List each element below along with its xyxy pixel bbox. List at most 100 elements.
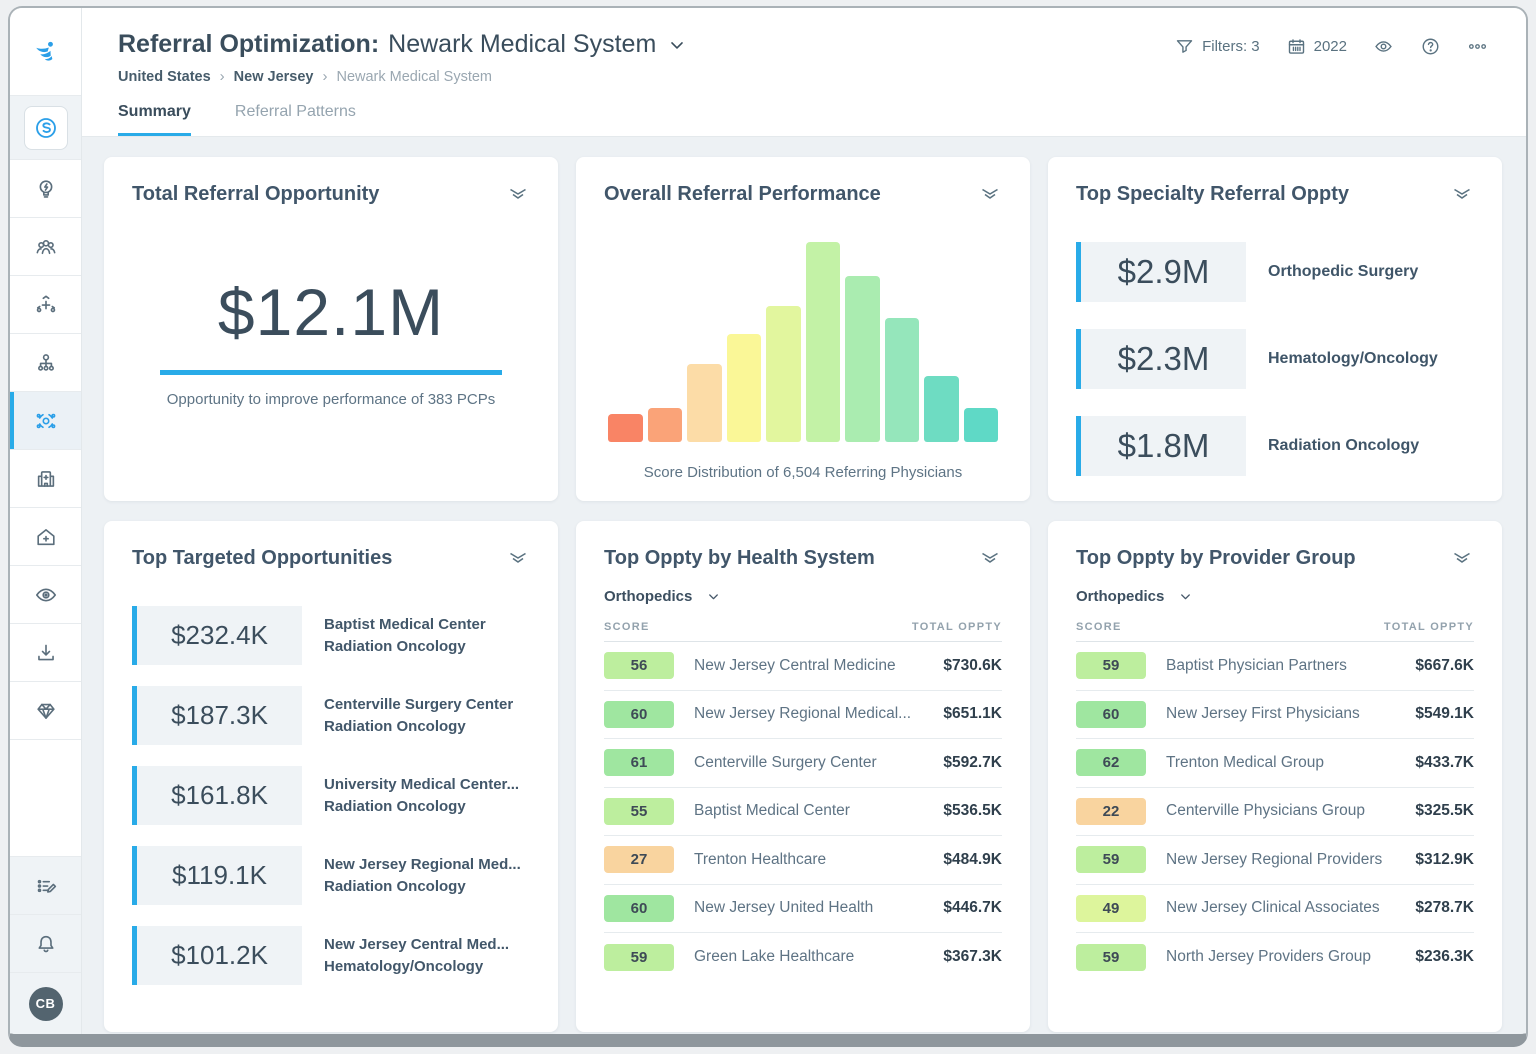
table-header: SCORE TOTAL OPPTY bbox=[1076, 621, 1474, 642]
stat-label: Centerville Surgery Center Radiation Onco… bbox=[324, 694, 513, 738]
specialty-filter-dropdown[interactable]: Orthopedics bbox=[604, 588, 721, 605]
double-chevron-down-icon bbox=[510, 552, 526, 563]
card-title: Top Targeted Opportunities bbox=[132, 547, 393, 569]
sidebar-item-org-chart[interactable] bbox=[10, 334, 81, 392]
edit-list-icon bbox=[37, 879, 56, 893]
breadcrumb-current: Newark Medical System bbox=[336, 68, 492, 85]
brand-logo[interactable] bbox=[10, 8, 81, 96]
card-total-referral-opportunity: Total Referral Opportunity $12.1M Opport… bbox=[104, 157, 558, 501]
avatar: CB bbox=[28, 986, 63, 1021]
card-top-oppty-by-health-system: Top Oppty by Health System Orthopedics S… bbox=[576, 521, 1030, 1032]
provider-group-table: 59 Baptist Physician Partners $667.6K 60 New… bbox=[1076, 642, 1474, 982]
table-row[interactable]: 59 New Jersey Regional Providers $312.9K bbox=[1076, 836, 1474, 885]
table-row[interactable]: 61 Centerville Surgery Center $592.7K bbox=[604, 739, 1002, 788]
row-name: Baptist Medical Center bbox=[694, 802, 850, 820]
table-row[interactable]: 27 Trenton Healthcare $484.9K bbox=[604, 836, 1002, 885]
entity-dropdown-button[interactable] bbox=[667, 35, 687, 55]
row-value: $312.9K bbox=[1415, 850, 1474, 868]
row-value: $484.9K bbox=[943, 850, 1002, 868]
table-row[interactable]: 59 North Jersey Providers Group $236.3K bbox=[1076, 933, 1474, 982]
double-chevron-down-icon bbox=[982, 552, 998, 563]
score-badge: 55 bbox=[604, 797, 674, 825]
sidebar-item-download[interactable] bbox=[10, 624, 81, 682]
row-value: $730.6K bbox=[943, 656, 1002, 674]
stat-value: $187.3K bbox=[171, 700, 268, 730]
sidebar-item-network-add[interactable] bbox=[10, 276, 81, 334]
sidebar-item-edit-list[interactable] bbox=[10, 856, 81, 914]
sidebar-item-hospital[interactable] bbox=[10, 450, 81, 508]
row-name: Green Lake Healthcare bbox=[694, 948, 855, 966]
row-name: New Jersey Regional Providers bbox=[1166, 850, 1383, 868]
row-value: $651.1K bbox=[943, 705, 1002, 723]
user-menu[interactable]: CB bbox=[10, 972, 81, 1034]
row-name: North Jersey Providers Group bbox=[1166, 948, 1372, 966]
table-row[interactable]: 59 Green Lake Healthcare $367.3K bbox=[604, 933, 1002, 982]
score-badge: 59 bbox=[1076, 943, 1146, 971]
double-chevron-down-icon bbox=[510, 188, 526, 199]
card-top-specialty-referral-oppty: Top Specialty Referral Oppty $2.9M Orthop… bbox=[1048, 157, 1502, 501]
filters-button[interactable]: Filters: 3 bbox=[1174, 36, 1260, 57]
table-row[interactable]: 60 New Jersey Regional Medical... $651.1K bbox=[604, 691, 1002, 739]
sidebar-item-people[interactable] bbox=[10, 218, 81, 276]
card-collapse-button[interactable] bbox=[506, 547, 530, 576]
table-row[interactable]: 62 Trenton Medical Group $433.7K bbox=[1076, 739, 1474, 788]
tab-referral-patterns[interactable]: Referral Patterns bbox=[234, 103, 356, 120]
eye-icon bbox=[35, 588, 56, 601]
card-collapse-button[interactable] bbox=[1450, 547, 1474, 576]
app-box bbox=[23, 105, 68, 150]
view-button[interactable] bbox=[1373, 36, 1394, 57]
year-button[interactable]: 2022 bbox=[1286, 36, 1347, 57]
stat-value: $2.9M bbox=[1117, 253, 1210, 290]
sidebar-item-app[interactable] bbox=[10, 96, 81, 160]
sidebar-item-bell[interactable] bbox=[10, 914, 81, 972]
table-row[interactable]: 22 Centerville Physicians Group $325.5K bbox=[1076, 788, 1474, 836]
table-row[interactable]: 60 New Jersey United Health $446.7K bbox=[604, 885, 1002, 933]
specialty-stat-row: $2.9M Orthopedic Surgery bbox=[1076, 242, 1474, 302]
home-plus-icon bbox=[36, 528, 55, 545]
stat-label-line2: Hematology/Oncology bbox=[324, 957, 484, 975]
table-row[interactable]: 59 Baptist Physician Partners $667.6K bbox=[1076, 642, 1474, 691]
row-name: New Jersey Clinical Associates bbox=[1166, 899, 1380, 917]
page-title: Referral Optimization: Newark Medical Sy… bbox=[118, 30, 687, 59]
table-row[interactable]: 56 New Jersey Central Medicine $730.6K bbox=[604, 642, 1002, 691]
sidebar-item-eye[interactable] bbox=[10, 566, 81, 624]
card-collapse-button[interactable] bbox=[506, 183, 530, 212]
sidebar-item-lightbulb[interactable] bbox=[10, 160, 81, 218]
stat-label: University Medical Center... Radiation On… bbox=[324, 774, 519, 818]
sidebar-item-home-plus[interactable] bbox=[10, 508, 81, 566]
score-badge: 56 bbox=[604, 652, 674, 680]
histogram-bar bbox=[726, 334, 761, 442]
total-opportunity-value: $12.1M bbox=[217, 275, 445, 349]
breadcrumb-state[interactable]: New Jersey bbox=[233, 68, 314, 85]
table-header: SCORE TOTAL OPPTY bbox=[604, 621, 1002, 642]
stat-value: $161.8K bbox=[171, 780, 268, 810]
eye-icon bbox=[1375, 41, 1392, 52]
hospital-icon bbox=[37, 470, 54, 487]
stat-value-box: $2.9M bbox=[1076, 242, 1246, 302]
row-value: $278.7K bbox=[1415, 899, 1474, 917]
targeted-stat-row: $187.3K Centerville Surgery Center Radiati… bbox=[132, 686, 530, 745]
filters-label: Filters: 3 bbox=[1202, 38, 1260, 55]
breadcrumb-country[interactable]: United States bbox=[118, 68, 211, 85]
help-button[interactable] bbox=[1420, 36, 1441, 57]
sidebar-item-diamond[interactable] bbox=[10, 682, 81, 740]
double-chevron-down-icon bbox=[1454, 552, 1470, 563]
card-collapse-button[interactable] bbox=[978, 183, 1002, 212]
table-row[interactable]: 60 New Jersey First Physicians $549.1K bbox=[1076, 691, 1474, 739]
table-row[interactable]: 55 Baptist Medical Center $536.5K bbox=[604, 788, 1002, 836]
sidebar-bottom bbox=[10, 856, 81, 972]
score-badge: 60 bbox=[604, 894, 674, 922]
page-title-prefix: Referral Optimization: bbox=[118, 30, 380, 58]
filter-icon bbox=[1176, 40, 1193, 53]
card-collapse-button[interactable] bbox=[978, 547, 1002, 576]
targeted-stat-row: $161.8K University Medical Center... Radia… bbox=[132, 766, 530, 825]
stat-value-box: $101.2K bbox=[132, 926, 302, 985]
tab-summary[interactable]: Summary bbox=[118, 103, 191, 136]
specialty-filter-dropdown[interactable]: Orthopedics bbox=[1076, 588, 1193, 605]
more-button[interactable] bbox=[1467, 36, 1488, 57]
sidebar-item-referral-hub[interactable] bbox=[10, 392, 81, 450]
histogram-bar bbox=[687, 364, 722, 442]
card-collapse-button[interactable] bbox=[1450, 183, 1474, 212]
table-row[interactable]: 49 New Jersey Clinical Associates $278.7K bbox=[1076, 885, 1474, 933]
bell-icon bbox=[37, 935, 54, 952]
